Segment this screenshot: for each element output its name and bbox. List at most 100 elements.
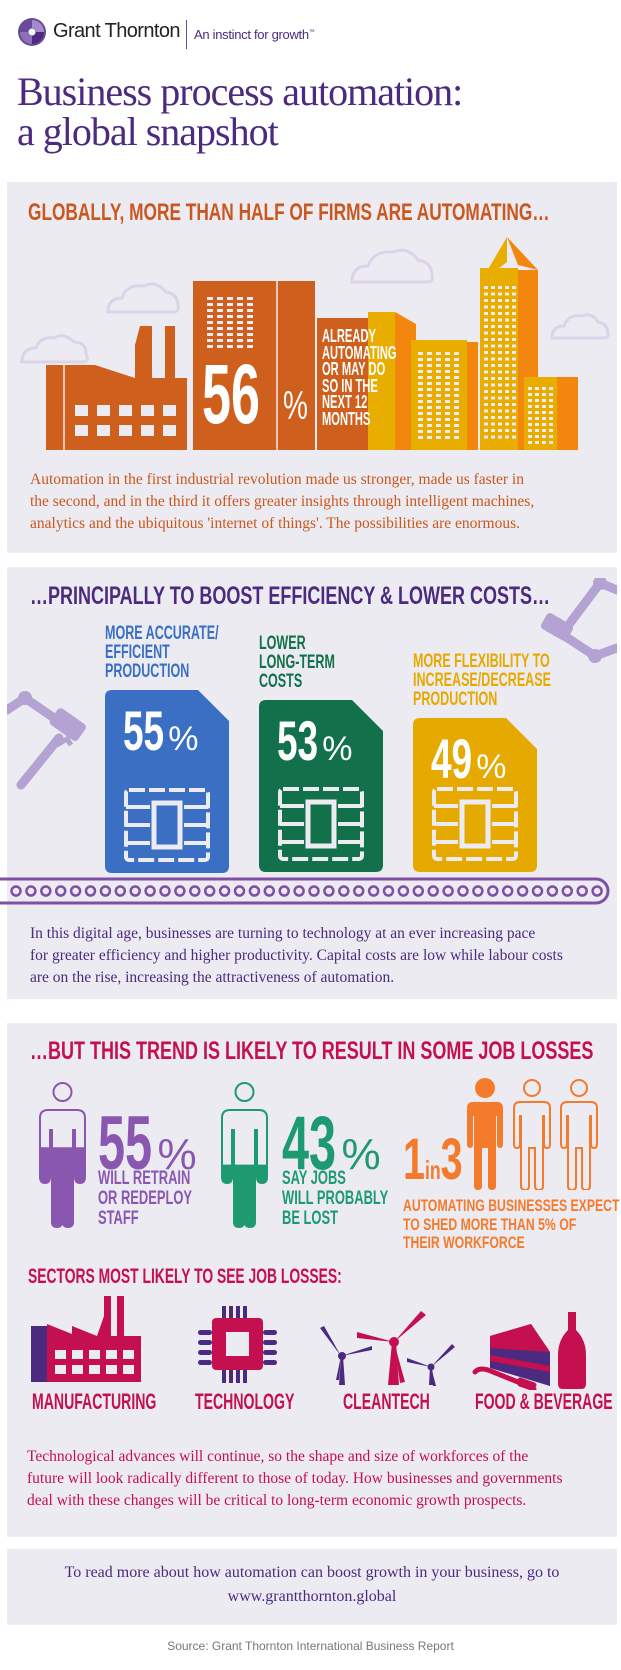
robot-arm-icon bbox=[540, 578, 617, 663]
window bbox=[445, 370, 450, 373]
window bbox=[505, 318, 509, 322]
stat-label: WILL RETRAIN OR REDEPLOY STAFF bbox=[98, 1169, 192, 1229]
window bbox=[454, 382, 459, 385]
website-link[interactable]: www.grantthornton.global bbox=[227, 1588, 397, 1605]
label-line: INCREASE/DECREASE bbox=[413, 670, 551, 691]
window bbox=[484, 286, 488, 289]
window bbox=[491, 416, 495, 419]
conveyor-roller bbox=[278, 885, 290, 897]
label-line: OR REDEPLOY bbox=[98, 1188, 193, 1209]
ratio-in: in bbox=[424, 1155, 441, 1185]
window bbox=[427, 364, 432, 367]
window bbox=[418, 388, 423, 391]
window bbox=[436, 436, 441, 439]
window bbox=[505, 357, 509, 361]
window bbox=[535, 393, 539, 396]
window bbox=[445, 424, 450, 427]
ratio-one-in-three: 1in3 bbox=[403, 1130, 463, 1205]
window bbox=[418, 364, 423, 367]
window bbox=[436, 376, 441, 379]
window bbox=[505, 325, 509, 328]
paragraph-line: deal with these changes will be critical… bbox=[27, 1492, 527, 1509]
window bbox=[542, 417, 546, 420]
ratio-label: AUTOMATING BUSINESSES EXPECT TO SHED MOR… bbox=[403, 1196, 619, 1253]
cta-text: To read more about how automation can bo… bbox=[64, 1564, 560, 1581]
window bbox=[512, 364, 516, 367]
conveyor-roller bbox=[263, 885, 276, 897]
window bbox=[217, 297, 223, 300]
window bbox=[512, 416, 516, 419]
window bbox=[505, 435, 509, 439]
conveyor-belt bbox=[0, 877, 610, 905]
window bbox=[498, 409, 502, 413]
window bbox=[445, 358, 450, 361]
window bbox=[418, 430, 423, 433]
window bbox=[491, 305, 495, 309]
window bbox=[491, 390, 495, 393]
paragraph-line: analytics and the ubiquitous 'internet o… bbox=[30, 515, 521, 532]
window bbox=[512, 305, 516, 309]
window bbox=[491, 318, 495, 322]
window bbox=[498, 331, 502, 335]
conveyor-roller bbox=[54, 885, 67, 897]
factory-icon bbox=[31, 1296, 141, 1382]
label-line: MORE ACCURATE/ bbox=[105, 623, 219, 644]
title-line-2: a global snapshot bbox=[17, 109, 279, 154]
window bbox=[484, 299, 488, 302]
label-line: COSTS bbox=[259, 671, 303, 692]
window bbox=[498, 370, 502, 374]
window bbox=[505, 292, 509, 296]
window bbox=[535, 387, 539, 390]
window bbox=[528, 441, 532, 444]
window bbox=[512, 318, 516, 322]
card-value-number: 49 bbox=[431, 727, 473, 790]
window bbox=[549, 429, 553, 432]
ratio-numerator: 1 bbox=[403, 1127, 425, 1192]
window bbox=[491, 338, 495, 341]
window bbox=[436, 382, 441, 385]
stat-56-unit: % bbox=[283, 384, 308, 428]
window bbox=[207, 303, 213, 306]
label-line: TO SHED MORE THAN 5% OF bbox=[403, 1214, 577, 1234]
window bbox=[535, 417, 539, 420]
window bbox=[484, 377, 488, 380]
window bbox=[454, 376, 459, 379]
window bbox=[528, 423, 532, 426]
window bbox=[498, 377, 502, 380]
stat-value: 43% bbox=[282, 1100, 381, 1187]
window bbox=[237, 303, 243, 306]
window bbox=[528, 435, 532, 438]
conveyor-roller bbox=[546, 885, 559, 897]
title-line-1: Business process automation: bbox=[17, 69, 463, 114]
section2-paragraph: In this digital age, businesses are turn… bbox=[30, 923, 563, 989]
window bbox=[227, 309, 233, 312]
window bbox=[505, 390, 509, 393]
window bbox=[512, 357, 516, 361]
window bbox=[505, 351, 509, 354]
window bbox=[491, 377, 495, 380]
window bbox=[498, 429, 502, 432]
window bbox=[512, 370, 516, 374]
card-value-number: 55 bbox=[123, 699, 165, 762]
window bbox=[418, 376, 423, 379]
window bbox=[454, 430, 459, 433]
people-ratio-icons bbox=[467, 1078, 598, 1190]
window bbox=[549, 435, 553, 438]
factory-building-icon bbox=[46, 326, 187, 450]
window bbox=[512, 390, 516, 393]
window bbox=[512, 435, 516, 439]
window bbox=[247, 339, 253, 342]
window bbox=[505, 409, 509, 413]
conveyor-roller bbox=[367, 885, 380, 897]
window bbox=[207, 345, 213, 348]
window bbox=[542, 429, 546, 432]
window bbox=[237, 339, 243, 342]
header-divider bbox=[186, 20, 187, 49]
microchip-icon bbox=[198, 1306, 277, 1383]
window bbox=[247, 327, 253, 330]
stat-number: 43 bbox=[282, 1101, 337, 1186]
window bbox=[505, 422, 509, 426]
conveyor-roller bbox=[397, 885, 410, 897]
window bbox=[207, 309, 213, 312]
window bbox=[535, 411, 539, 414]
